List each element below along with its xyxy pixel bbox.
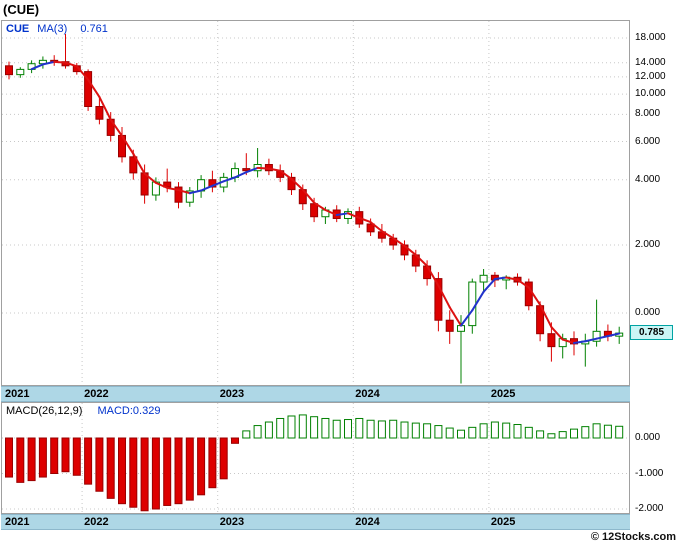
price-axis-label: 2.000 [635, 239, 661, 250]
ma-label: MA(3) [37, 23, 68, 35]
last-price-tag: 0.785 [630, 325, 673, 341]
price-axis-label: 10.000 [635, 88, 666, 100]
price-panel: CUE MA(3) 0.761 [1, 20, 630, 386]
candlestick-plot [2, 21, 629, 385]
year-label: 2024 [355, 516, 380, 528]
year-label: 2021 [5, 388, 30, 400]
x-axis-band-top: 2021 2022 2023 2024 2025 [1, 386, 630, 402]
x-axis-band-bottom: 2021 2022 2023 2024 2025 [1, 514, 630, 530]
year-label: 2025 [490, 388, 516, 400]
macd-value-label: MACD:0.329 [97, 405, 161, 417]
macd-axis-label: 0.000 [635, 432, 661, 443]
macd-legend: MACD(26,12,9) MACD:0.329 [6, 405, 160, 417]
symbol-label: CUE [6, 23, 30, 35]
year-label: 2022 [84, 388, 109, 400]
year-label: 2024 [355, 388, 380, 400]
price-axis-label: 6.000 [635, 135, 661, 147]
macd-y-axis: 0.000 -1.000 -2.000 [631, 402, 679, 514]
year-label: 2022 [84, 516, 109, 528]
year-label: 2021 [5, 516, 30, 528]
price-axis-label: 18.000 [635, 32, 666, 43]
price-axis-label: 0.000 [635, 307, 661, 318]
price-axis-label: 8.000 [635, 108, 661, 120]
macd-axis-label: -2.000 [635, 503, 664, 514]
chart-title: (CUE) [3, 2, 40, 17]
copyright-link[interactable]: © 12Stocks.com [590, 531, 676, 543]
year-label: 2023 [219, 388, 245, 400]
year-label: 2023 [219, 516, 245, 528]
macd-panel: MACD(26,12,9) MACD:0.329 [1, 402, 630, 514]
price-legend: CUE MA(3) 0.761 [6, 23, 108, 35]
price-axis-label: 12.000 [635, 70, 666, 82]
macd-axis-label: -1.000 [635, 467, 664, 479]
year-label: 2025 [490, 516, 516, 528]
price-axis-label: 14.000 [635, 56, 666, 68]
ma-value: 0.761 [80, 23, 108, 35]
macd-plot [2, 403, 629, 513]
macd-params-label: MACD(26,12,9) [6, 405, 83, 417]
price-axis-label: 4.000 [635, 173, 661, 185]
price-y-axis: 18.000 14.000 12.000 10.000 8.000 6.000 4.000 2… [631, 20, 679, 386]
